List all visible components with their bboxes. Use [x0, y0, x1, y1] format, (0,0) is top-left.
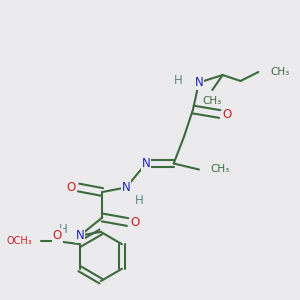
Text: O: O [223, 107, 232, 121]
Text: H: H [59, 223, 68, 236]
Text: H: H [174, 74, 182, 88]
Text: O: O [67, 181, 76, 194]
Text: O: O [130, 215, 140, 229]
Text: O: O [53, 229, 62, 242]
Text: H: H [135, 194, 144, 208]
Text: OCH₃: OCH₃ [6, 236, 32, 246]
Text: CH₃: CH₃ [203, 95, 222, 106]
Text: N: N [76, 229, 84, 242]
Text: CH₃: CH₃ [270, 67, 290, 77]
Text: CH₃: CH₃ [210, 164, 230, 175]
Text: N: N [122, 181, 130, 194]
Text: N: N [195, 76, 203, 89]
Text: N: N [142, 157, 150, 170]
